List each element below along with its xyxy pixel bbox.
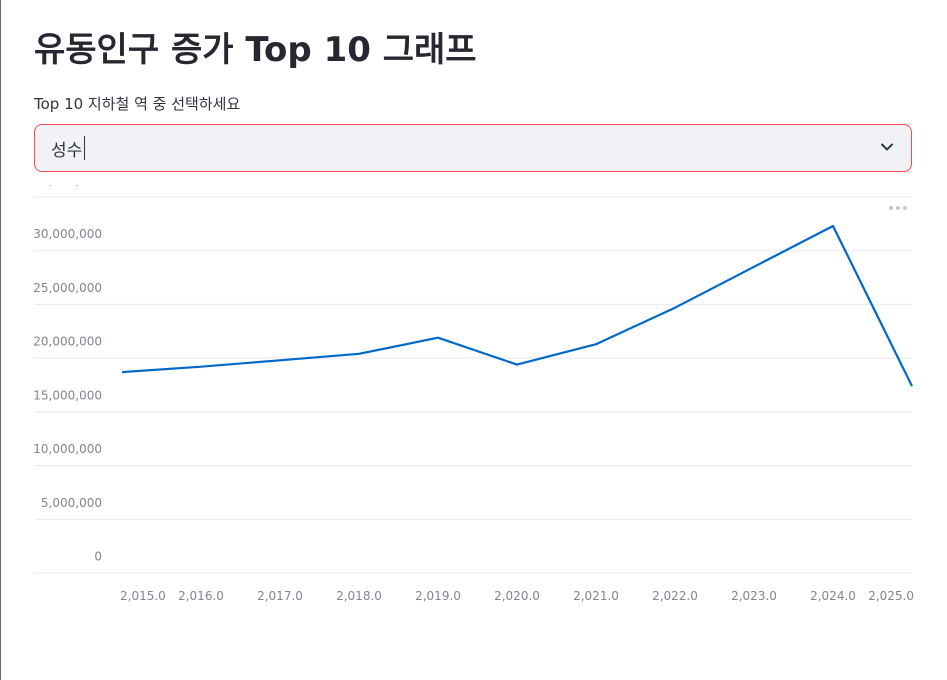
data-point [119,369,125,375]
station-select-label: Top 10 지하철 역 중 선택하세요 [34,95,241,113]
y-tick-label: 15,000,000 [33,388,102,402]
x-tick-label: 2,019.0 [415,589,461,603]
x-tick-label: 2,024.0 [810,589,856,603]
y-tick-label: 10,000,000 [33,442,102,456]
x-tick-label: 2,015.0 [120,589,166,603]
y-tick-label: 35,000,000 [33,185,102,188]
data-point [830,223,836,229]
y-tick-label: 25,000,000 [33,281,102,295]
data-point [435,335,441,341]
x-tick-label: 2,022.0 [652,589,698,603]
y-tick-label: 30,000,000 [33,227,102,241]
y-tick-label: 5,000,000 [41,496,102,510]
y-tick-label: 0 [94,550,102,564]
data-point [672,305,678,311]
page-title: 유동인구 증가 Top 10 그래프 [34,30,477,70]
text-cursor [84,136,86,160]
data-point [751,264,757,270]
series-line [121,224,913,387]
x-tick-label: 2,021.0 [573,589,619,603]
x-tick-label: 2,016.0 [178,589,224,603]
line-chart: 0 5,000,000 10,000,000 15,000,000 20,000,000… [33,185,915,603]
data-point [593,341,599,347]
chevron-down-icon[interactable] [877,137,897,157]
data-point [198,364,204,370]
x-tick-label: 2,020.0 [494,589,540,603]
data-point [909,383,915,389]
window-left-border [0,0,1,680]
y-tick-label: 20,000,000 [33,335,102,349]
data-point [514,362,520,368]
data-point [356,351,362,357]
x-tick-label: 2,018.0 [336,589,382,603]
x-tick-label: 2,025.0 [868,589,914,603]
station-select[interactable]: 성수 [34,124,912,172]
data-point [277,357,283,363]
x-tick-label: 2,017.0 [257,589,303,603]
station-select-value: 성수 [51,140,83,161]
more-options-icon[interactable] [886,200,910,216]
x-tick-label: 2,023.0 [731,589,777,603]
